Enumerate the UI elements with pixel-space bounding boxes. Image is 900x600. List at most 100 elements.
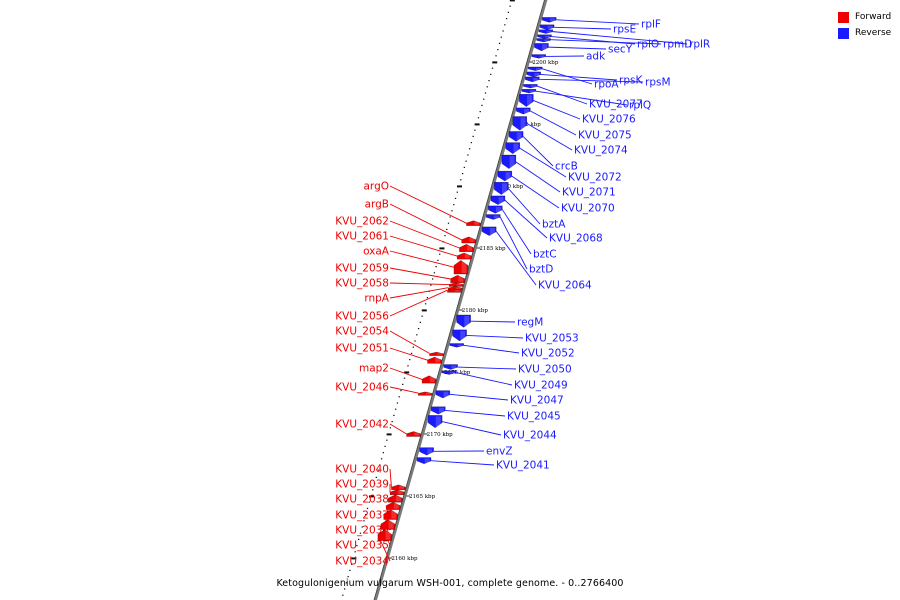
gene-label-rnpA[interactable]: rnpA xyxy=(364,293,389,305)
gene-label-adk[interactable]: adk xyxy=(586,51,606,63)
gene-arrow-KVU_2068[interactable] xyxy=(490,195,506,205)
gene-arrow-regM[interactable] xyxy=(456,314,471,328)
gene-label-secY[interactable]: secY xyxy=(608,44,633,56)
gene-label-KVU_2074[interactable]: KVU_2074 xyxy=(574,145,628,157)
gene-arrow-KVU_2056[interactable] xyxy=(447,288,462,293)
gene-label-bztC[interactable]: bztC xyxy=(533,249,557,261)
gene-arrow-argO[interactable] xyxy=(466,220,481,226)
gene-label-rplR[interactable]: rplR xyxy=(689,39,710,51)
gene-label-KVU_2036[interactable]: KVU_2036 xyxy=(335,525,389,537)
gene-label-KVU_2068[interactable]: KVU_2068 xyxy=(549,233,603,245)
gene-arrow-rplF[interactable] xyxy=(542,17,557,23)
gene-label-KVU_2075[interactable]: KVU_2075 xyxy=(578,130,632,142)
gene-arrow-bztD[interactable] xyxy=(486,214,501,220)
gene-arrow-KVU_2062[interactable] xyxy=(459,244,474,252)
gene-label-KVU_2064[interactable]: KVU_2064 xyxy=(538,280,592,292)
gene-arrow-KVU_2074[interactable] xyxy=(512,116,527,131)
gene-label-rplF[interactable]: rplF xyxy=(641,19,661,31)
gene-label-KVU_2050[interactable]: KVU_2050 xyxy=(518,364,572,376)
gene-label-rpsE[interactable]: rpsE xyxy=(613,24,636,36)
gene-arrow-KVU_2049[interactable] xyxy=(441,370,457,375)
gene-label-bztA[interactable]: bztA xyxy=(542,219,566,231)
gene-arrow-bztC[interactable] xyxy=(488,205,503,214)
gene-arrow-KVU_2052[interactable] xyxy=(449,343,464,348)
gene-label-KVU_2044[interactable]: KVU_2044 xyxy=(503,430,557,442)
gene-label-KVU_2061[interactable]: KVU_2061 xyxy=(335,231,389,243)
gene-arrow-KVU_2054[interactable] xyxy=(429,352,444,356)
gene-label-KVU_2040[interactable]: KVU_2040 xyxy=(335,464,389,476)
gene-arrow-rnpA[interactable] xyxy=(448,286,463,291)
gene-arrow-KVU_2035[interactable] xyxy=(380,519,396,530)
gene-label-KVU_2056[interactable]: KVU_2056 xyxy=(335,311,389,323)
gene-label-KVU_2042[interactable]: KVU_2042 xyxy=(335,419,389,431)
gene-label-KVU_2070[interactable]: KVU_2070 xyxy=(561,203,615,215)
gene-arrow-rpsE[interactable] xyxy=(539,24,555,30)
gene-label-KVU_2051[interactable]: KVU_2051 xyxy=(335,343,389,355)
gene-arrow-KVU_2059[interactable] xyxy=(450,275,465,283)
gene-label-KVU_2047[interactable]: KVU_2047 xyxy=(510,395,564,407)
gene-arrow-KVU_2053[interactable] xyxy=(452,329,467,342)
gene-arrow-KVU_2034[interactable] xyxy=(377,529,393,541)
gene-label-KVU_2062[interactable]: KVU_2062 xyxy=(335,216,389,228)
gene-arrow-KVU_2045[interactable] xyxy=(431,406,446,415)
gene-arrow-KVU_2037[interactable] xyxy=(386,502,401,510)
gene-arrow-KVU_2051[interactable] xyxy=(427,356,442,364)
gene-arrow-KVU_2058[interactable] xyxy=(448,282,464,287)
gene-arrow-argB[interactable] xyxy=(461,236,476,244)
gene-label-KVU_2034[interactable]: KVU_2034 xyxy=(335,556,389,568)
gene-label-envZ[interactable]: envZ xyxy=(486,446,513,458)
gene-arrow-KVU_2064[interactable] xyxy=(482,226,497,236)
gene-label-rpsK[interactable]: rpsK xyxy=(619,75,643,87)
gene-arrow-bztA[interactable] xyxy=(494,182,509,195)
gene-arrow-KVU_2047[interactable] xyxy=(435,390,450,399)
gene-arrow-KVU_2050[interactable] xyxy=(443,364,458,370)
gene-label-oxaA[interactable]: oxaA xyxy=(363,246,390,258)
gene-arrow-adk[interactable] xyxy=(531,54,546,59)
gene-label-KVU_2076[interactable]: KVU_2076 xyxy=(582,114,636,126)
gene-label-KVU_2035[interactable]: KVU_2035 xyxy=(335,540,389,552)
gene-arrow-KVU_2046[interactable] xyxy=(418,391,433,396)
gene-label-argB[interactable]: argB xyxy=(365,199,389,211)
gene-label-KVU_2054[interactable]: KVU_2054 xyxy=(335,326,389,338)
gene-arrow-KVU_2044[interactable] xyxy=(427,415,443,428)
gene-label-KVU_2072[interactable]: KVU_2072 xyxy=(568,172,622,184)
gene-arrow-KVU_2072[interactable] xyxy=(505,142,520,154)
gene-arrow-KVU_2042[interactable] xyxy=(406,431,421,437)
gene-label-regM[interactable]: regM xyxy=(517,317,543,329)
gene-label-crcB[interactable]: crcB xyxy=(555,161,578,173)
gene-arrow-rplQ[interactable] xyxy=(521,89,537,94)
gene-arrow-KVU_2076[interactable] xyxy=(519,94,534,107)
gene-arrow-KVU_2041[interactable] xyxy=(416,457,432,464)
gene-arrow-KVU_2075[interactable] xyxy=(516,107,531,115)
gene-label-KVU_2053[interactable]: KVU_2053 xyxy=(525,333,579,345)
gene-label-KVU_2049[interactable]: KVU_2049 xyxy=(514,380,568,392)
gene-label-rplQ[interactable]: rplQ xyxy=(629,100,651,112)
gene-label-rplO[interactable]: rplO xyxy=(637,39,659,51)
gene-label-bztD[interactable]: bztD xyxy=(529,264,553,276)
gene-arrow-KVU_2061[interactable] xyxy=(456,252,472,260)
gene-arrow-KVU_2070[interactable] xyxy=(497,170,512,182)
gene-arrow-KVU_2038[interactable] xyxy=(388,494,403,503)
gene-arrow-map2[interactable] xyxy=(421,375,437,384)
gene-label-map2[interactable]: map2 xyxy=(359,363,389,375)
gene-arrow-rplO[interactable] xyxy=(537,34,552,39)
gene-arrow-oxaA[interactable] xyxy=(453,260,469,275)
gene-arrow-rpoA[interactable] xyxy=(528,66,543,71)
gene-label-rpmD[interactable]: rpmD xyxy=(663,39,692,51)
gene-arrow-rpmD[interactable] xyxy=(536,38,551,43)
gene-arrow-crcB[interactable] xyxy=(508,131,524,142)
gene-label-argO[interactable]: argO xyxy=(364,181,390,193)
gene-arrow-KVU_2077[interactable] xyxy=(523,84,538,89)
gene-arrow-KVU_2036[interactable] xyxy=(383,509,398,520)
gene-label-KVU_2052[interactable]: KVU_2052 xyxy=(521,348,575,360)
gene-arrow-rplR[interactable] xyxy=(538,29,553,34)
gene-arrow-rpsM[interactable] xyxy=(525,76,540,82)
gene-label-KVU_2059[interactable]: KVU_2059 xyxy=(335,263,389,275)
gene-label-KVU_2041[interactable]: KVU_2041 xyxy=(496,460,550,472)
gene-arrow-KVU_2071[interactable] xyxy=(501,154,517,169)
gene-label-KVU_2037[interactable]: KVU_2037 xyxy=(335,510,389,522)
gene-label-KVU_2058[interactable]: KVU_2058 xyxy=(335,278,389,290)
gene-label-KVU_2071[interactable]: KVU_2071 xyxy=(562,187,616,199)
gene-arrow-KVU_2039[interactable] xyxy=(389,489,405,495)
gene-label-KVU_2039[interactable]: KVU_2039 xyxy=(335,479,389,491)
